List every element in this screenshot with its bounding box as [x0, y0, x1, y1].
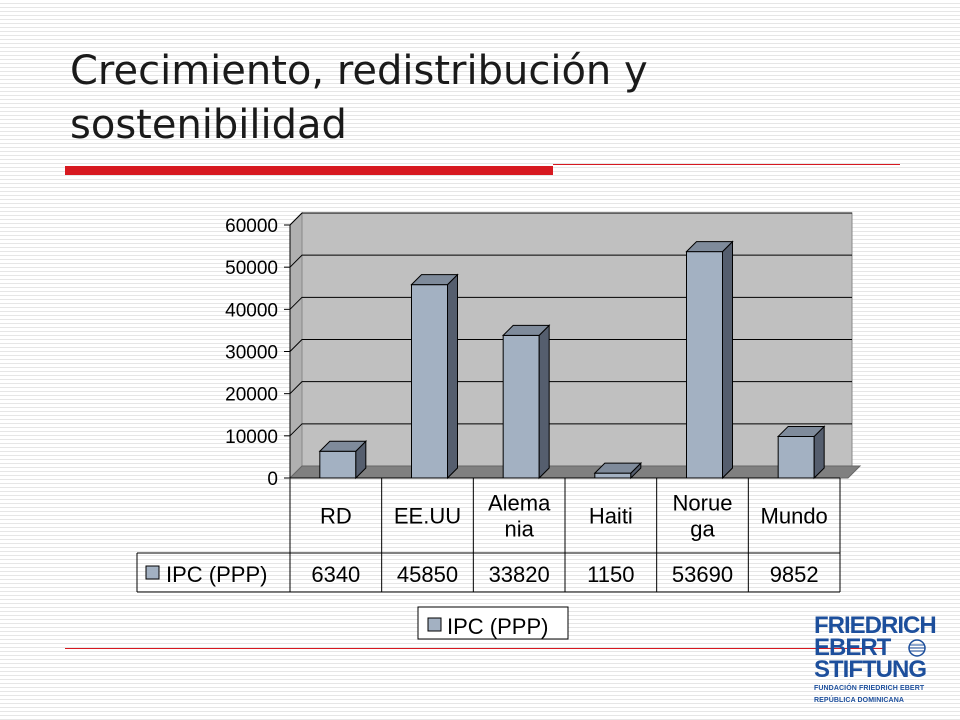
bar: [411, 284, 448, 479]
plot-floor: [288, 465, 862, 479]
x-category-label: EE.UU: [394, 504, 461, 529]
globe-icon: [908, 639, 926, 657]
bar-top: [410, 274, 459, 286]
data-value-label: 6340: [311, 562, 360, 587]
title-underline-thin: [553, 164, 900, 165]
gridline: [289, 423, 852, 437]
y-tick-label: 50000: [225, 258, 278, 279]
logo-subtitle-2: REPÚBLICA DOMINICANA: [814, 697, 905, 704]
logo-subtitle-1: FUNDACIÓN FRIEDRICH EBERT: [814, 685, 925, 692]
slide-title: Crecimiento, redistribución y sostenibil…: [70, 48, 648, 148]
logo-line-2: EBERT: [814, 634, 891, 661]
bar: [319, 450, 357, 479]
data-value-label: 33820: [489, 562, 550, 587]
x-category-label: Haiti: [589, 504, 633, 529]
logo-line-3: STIFTUNG: [814, 656, 927, 683]
plot-wall: [289, 212, 853, 480]
y-tick-label: 40000: [225, 300, 278, 321]
gridline: [289, 381, 852, 395]
gridline: [289, 254, 852, 268]
y-tick-label: 60000: [225, 216, 278, 237]
y-tick-label: 0: [267, 469, 278, 490]
data-value-label: 1150: [587, 562, 634, 587]
bar-top: [593, 462, 643, 474]
gridline: [289, 296, 852, 310]
bar: [686, 251, 723, 479]
data-value-label: 45850: [397, 562, 458, 587]
x-category-label: Norue: [673, 491, 733, 516]
data-value-label: 53690: [672, 562, 733, 587]
footer-divider: [65, 648, 885, 649]
bar-side: [538, 324, 550, 480]
table-series-label: IPC (PPP): [166, 562, 267, 587]
bar-top: [318, 440, 368, 452]
gridline: [289, 212, 852, 226]
bar: [502, 334, 540, 479]
x-category-label: RD: [320, 504, 352, 529]
gridline: [289, 339, 852, 352]
x-category-label: Alema: [488, 491, 551, 516]
title-underline-accent: [65, 166, 553, 175]
bar-side: [447, 273, 458, 480]
bar-top: [776, 425, 826, 437]
x-category-label: nia: [504, 517, 534, 542]
logo-line-1: FRIEDRICH: [814, 612, 937, 639]
legend-key: [427, 617, 442, 632]
legend-box: [417, 606, 569, 640]
bar: [594, 472, 632, 479]
bar: [777, 435, 815, 479]
friedrich-ebert-stiftung-logo: FRIEDRICH EBERT STIFTUNG FUNDACIÓN FRIED…: [814, 612, 944, 705]
y-tick-label: 10000: [225, 427, 278, 448]
legend-label: IPC (PPP): [447, 614, 548, 639]
y-tick-label: 30000: [225, 343, 278, 364]
data-value-label: 9852: [770, 562, 819, 587]
table-legend-key: [145, 565, 160, 580]
y-tick-label: 20000: [225, 385, 278, 406]
bar-side: [722, 240, 733, 480]
bar-top: [501, 324, 551, 336]
x-category-label: ga: [690, 517, 715, 542]
x-category-label: Mundo: [761, 504, 828, 529]
bar-top: [685, 241, 734, 253]
